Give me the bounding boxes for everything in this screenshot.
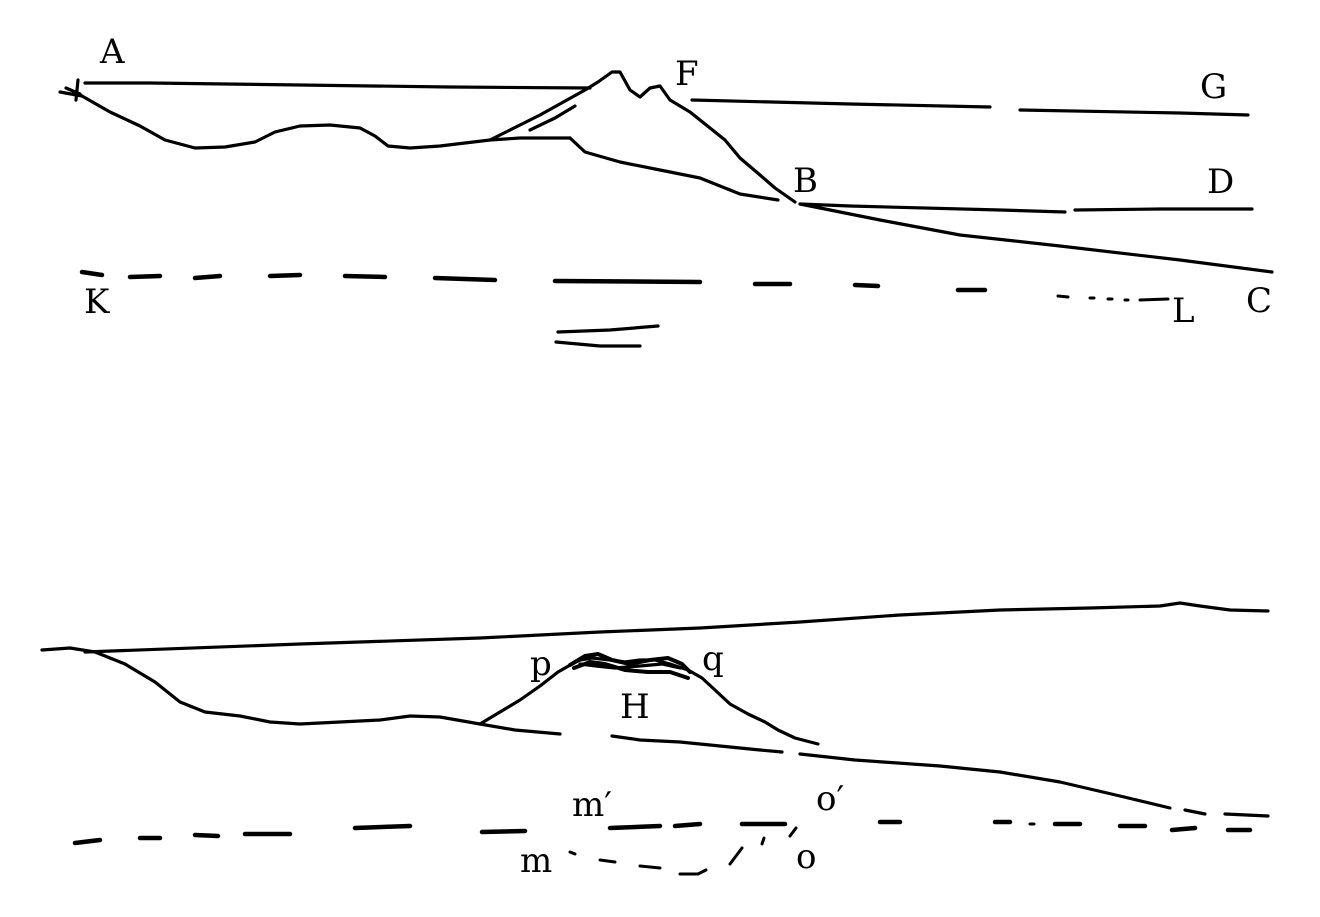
- upper-small-stroke-1: [556, 324, 660, 334]
- upper-small-stroke-2: [554, 340, 642, 348]
- lower-descending-line: [798, 752, 1172, 810]
- lower-upper-horizon: [83, 601, 1270, 654]
- volcano-inner-stroke: [528, 104, 577, 132]
- label-a: A: [99, 32, 125, 72]
- line-b-to-d-end: [1073, 207, 1254, 212]
- dome-cap-layer-3: [578, 662, 682, 670]
- label-h: H: [620, 687, 650, 727]
- label-g: G: [1200, 67, 1227, 107]
- label-o: o: [796, 837, 816, 877]
- dashed-line-k-to-l: [79, 269, 1170, 302]
- upper-left-end-mark: [58, 78, 84, 102]
- lower-descending-dashes: [1183, 808, 1270, 818]
- line-a-to-f: [83, 81, 592, 90]
- line-f-to-g-end: [1018, 108, 1250, 117]
- label-f: F: [675, 54, 699, 94]
- line-f-to-g: [690, 98, 992, 109]
- dome-base-line: [610, 734, 784, 754]
- label-o-prime: o′: [816, 779, 844, 819]
- line-b-to-c: [798, 202, 1274, 274]
- lower-curve-m-to-o: [568, 826, 798, 876]
- label-l: L: [1172, 291, 1195, 331]
- label-k: K: [84, 282, 110, 322]
- line-b-to-d: [798, 202, 1067, 214]
- upper-section: A F G B D K L C: [58, 32, 1274, 348]
- lower-land-profile: [40, 646, 562, 736]
- lower-dashed-line: [72, 819, 1253, 846]
- dome-cap-layer-1: [568, 652, 692, 674]
- lower-section: p q H m′ o′ m o: [40, 601, 1270, 881]
- dome-cap-layer-2: [572, 660, 690, 680]
- upper-land-profile: [80, 94, 572, 150]
- label-d: D: [1207, 162, 1234, 202]
- line-cone-base-to-b: [568, 136, 780, 202]
- label-m-prime: m′: [572, 785, 612, 825]
- label-c: C: [1246, 281, 1272, 321]
- label-q: q: [702, 639, 724, 679]
- label-m: m: [520, 841, 552, 881]
- volcano-cone-f: [488, 70, 797, 204]
- label-p: p: [530, 644, 552, 684]
- label-b: B: [793, 161, 818, 201]
